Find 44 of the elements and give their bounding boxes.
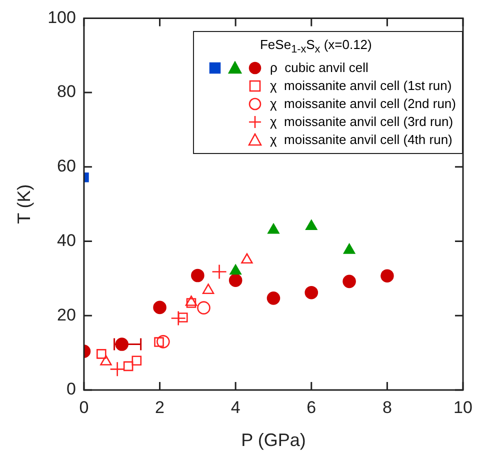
point [178,312,188,322]
point [170,310,186,326]
point [202,284,214,294]
point [241,253,253,264]
point [228,274,242,287]
point [153,300,166,314]
point [185,296,198,306]
y-axis-title: T (K) [14,184,34,224]
legend-title: FeSe$_{1-x}$S$_{x}$ (x=0.12) [258,36,373,58]
x-tick-label: 10 [454,398,472,417]
y-tick-label: 20 [57,305,76,324]
point [230,264,242,275]
legend-label: χ moissanite anvil cell (4th run) [270,130,452,149]
x-tick-label: 8 [382,398,392,417]
y-tick-label: 60 [57,156,76,176]
legend-label: χ moissanite anvil cell (2nd run) [270,94,456,113]
x-tick-label: 2 [155,398,165,417]
point [306,220,318,230]
point [156,335,170,348]
y-tick-label: 0 [66,380,76,399]
point [343,244,356,254]
point [266,292,280,305]
y-tick-label: 80 [57,82,76,102]
legend-label: χ moissanite anvil cell (3rd run) [270,112,454,131]
point [197,301,210,314]
point [304,286,318,300]
y-tick-label: 40 [57,230,76,250]
point [380,269,394,283]
x-tick-label: 6 [306,398,316,417]
x-tick-label: 4 [230,398,240,417]
y-tick-label: 100 [48,8,76,27]
point [96,349,106,359]
point [123,361,134,372]
point [342,274,356,288]
point [110,362,125,377]
point [212,264,227,280]
x-tick-label: 0 [79,398,89,417]
legend-label: χ moissanite anvil cell (1st run) [270,76,452,95]
point [268,223,280,234]
point [186,298,196,308]
legend-label: ρ cubic anvil cell [270,58,368,77]
point [191,268,204,282]
x-axis-title: P (GPa) [241,430,306,450]
point [132,356,142,366]
